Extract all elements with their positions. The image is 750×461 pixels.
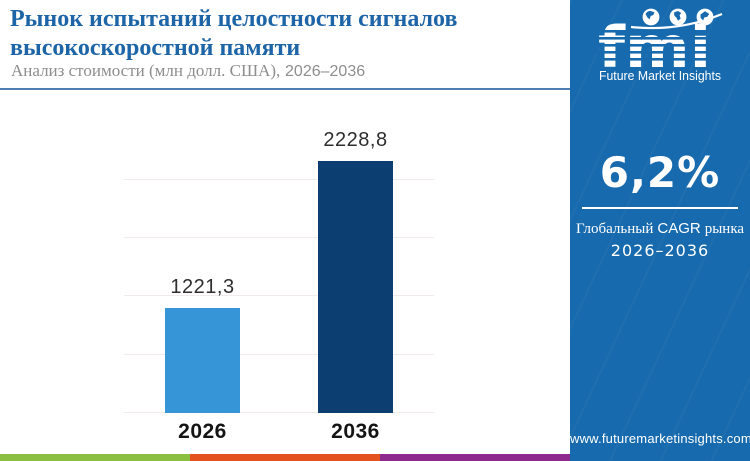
value-label-2036: 2228,8 — [323, 129, 388, 151]
year-label-2036: 2036 — [331, 420, 380, 443]
globe-asia-pacific-icon — [696, 8, 714, 26]
bar-2026 — [165, 308, 240, 413]
gridline — [124, 237, 434, 238]
header: Рынок испытаний целостности сигналов выс… — [0, 0, 570, 88]
gridline — [124, 295, 434, 296]
plot-area: 1221,3 2026 2228,8 2036 — [124, 129, 434, 443]
cagr-caption-line1: Глобальный CAGR рынка — [570, 218, 750, 240]
gridline — [124, 179, 434, 180]
gridline — [124, 412, 434, 413]
cagr-caption-acronym: CAGR — [657, 220, 701, 237]
logo-stripes — [595, 30, 715, 61]
globe-americas-icon — [642, 8, 660, 26]
website-link[interactable]: www.futuremarketinsights.com — [570, 431, 750, 446]
logo-name-text: Future Market Insights — [599, 68, 721, 83]
cagr-caption-suffix: рынка — [704, 221, 745, 237]
page-title-line2: высокоскоростной памяти — [10, 35, 301, 61]
sidebar: fmi Future Market Insights — [570, 0, 750, 461]
cagr-caption: Глобальный CAGR рынка 2026–2036 — [570, 218, 750, 262]
cagr-divider — [582, 207, 738, 209]
globe-europe-africa-icon — [669, 8, 687, 26]
stripe-orange-segment — [190, 454, 380, 461]
value-label-2026: 1221,3 — [170, 276, 235, 298]
header-divider — [0, 88, 570, 90]
gridline — [124, 354, 434, 355]
fmi-acronym-text: fmi — [598, 15, 711, 81]
stripe-green-segment — [0, 454, 190, 461]
fmi-logo: fmi Future Market Insights — [595, 8, 723, 83]
cagr-caption-prefix: Глобальный — [575, 221, 654, 237]
subtitle-text: Анализ стоимости (млн долл. США), — [11, 61, 281, 80]
year-label-2026: 2026 — [178, 420, 227, 443]
stripe-purple-segment — [380, 454, 570, 461]
bar-2036 — [318, 161, 393, 413]
page-subtitle: Анализ стоимости (млн долл. США), 2026–2… — [11, 61, 365, 81]
cagr-value: 6,2% — [599, 148, 721, 197]
page-title-line1: Рынок испытаний целостности сигналов — [10, 6, 458, 32]
page-title: Рынок испытаний целостности сигналов выс… — [10, 5, 457, 63]
cagr-caption-range: 2026–2036 — [610, 241, 710, 260]
subtitle-range: 2026–2036 — [285, 63, 366, 80]
footer-stripe — [0, 454, 570, 461]
bar-chart: 1221,3 2026 2228,8 2036 — [0, 90, 570, 454]
